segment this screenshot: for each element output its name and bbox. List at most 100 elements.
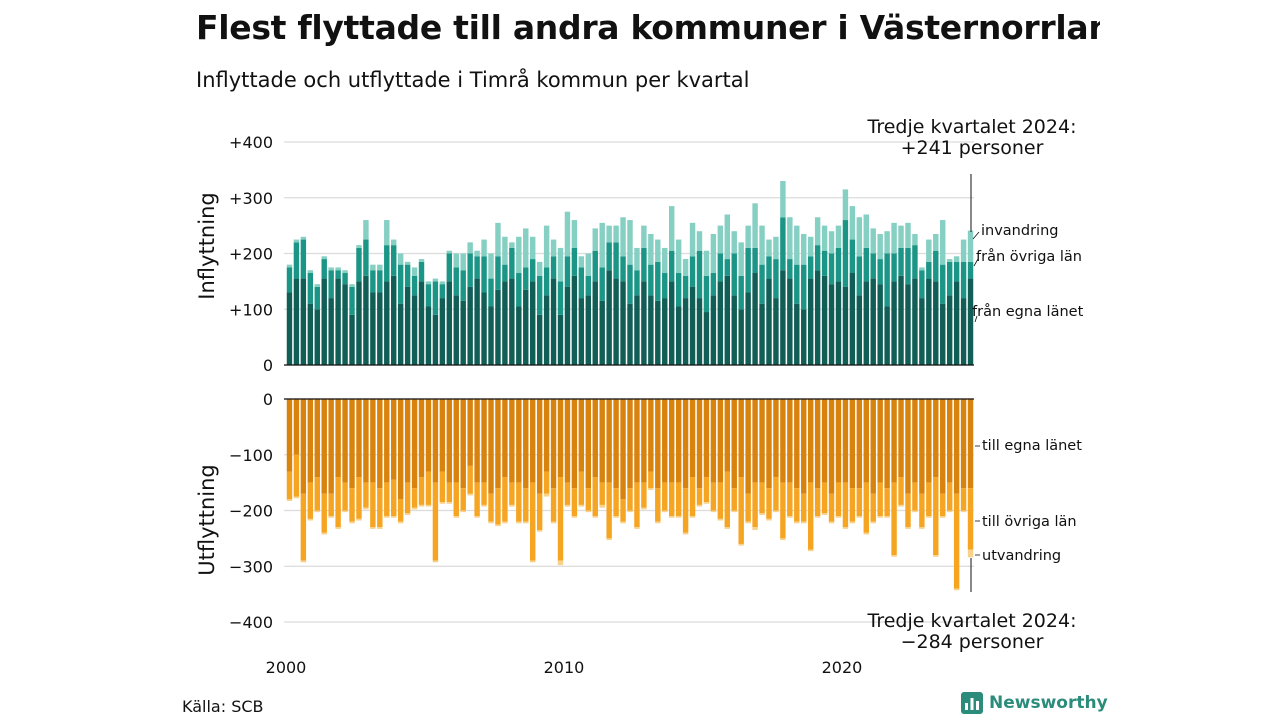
bar-inflytt-segment	[620, 217, 626, 257]
bar-utflytt-segment	[606, 482, 612, 539]
bar-inflytt-segment	[557, 314, 564, 365]
bar-inflytt-segment	[467, 253, 473, 287]
bar-utflytt-segment	[634, 482, 640, 528]
bar-inflytt-segment	[849, 239, 856, 274]
label-leader	[973, 258, 979, 267]
bar-utflytt-segment	[384, 482, 390, 517]
bar-inflytt-segment	[773, 298, 779, 365]
bar-utflytt-segment	[696, 504, 703, 507]
bar-inflytt-segment	[502, 236, 508, 265]
bar-inflytt-segment	[675, 306, 682, 365]
chart-subtitle: Inflyttade och utflyttade i Timrå kommun…	[196, 68, 750, 92]
bar-utflytt-segment	[467, 399, 473, 466]
bar-utflytt-segment	[807, 399, 814, 483]
bar-utflytt-segment	[919, 527, 925, 529]
bar-utflytt-segment	[891, 482, 897, 556]
bar-inflytt-segment	[384, 281, 390, 366]
bar-utflytt-segment	[377, 527, 383, 529]
bar-utflytt-segment	[356, 399, 362, 478]
bar-inflytt-segment	[898, 275, 904, 365]
bar-inflytt-segment	[821, 250, 828, 276]
bar-inflytt-segment	[648, 264, 654, 296]
bar-inflytt-segment	[870, 228, 876, 254]
bar-utflytt-segment	[703, 502, 710, 504]
bar-inflytt-segment	[599, 222, 605, 268]
bar-inflytt-segment	[905, 247, 911, 285]
bar-utflytt-segment	[752, 399, 758, 483]
bar-utflytt-segment	[557, 477, 564, 561]
bar-inflytt-segment	[404, 286, 411, 365]
bar-utflytt-segment	[404, 482, 411, 514]
bar-utflytt-segment	[655, 399, 661, 489]
bar-utflytt-segment	[620, 399, 626, 500]
bar-utflytt-segment	[884, 488, 890, 517]
bar-inflytt-segment	[884, 253, 890, 307]
bar-utflytt-segment	[807, 549, 814, 552]
bar-inflytt-segment	[780, 181, 786, 218]
x-tick-label: 2010	[544, 658, 585, 677]
bar-utflytt-segment	[877, 516, 883, 518]
bar-inflytt-segment	[828, 284, 835, 365]
bar-inflytt-segment	[460, 253, 466, 271]
bar-utflytt-segment	[349, 488, 355, 522]
bar-utflytt-segment	[530, 399, 536, 483]
bar-inflytt-segment	[801, 233, 807, 265]
bar-utflytt-segment	[710, 482, 717, 511]
bar-inflytt-segment	[307, 270, 314, 274]
bar-inflytt-segment	[286, 292, 293, 365]
bar-utflytt-segment	[585, 510, 592, 513]
bar-utflytt-segment	[940, 493, 946, 517]
bar-utflytt-segment	[599, 482, 605, 505]
bar-inflytt-segment	[404, 261, 411, 265]
bar-utflytt-segment	[384, 399, 390, 483]
brand-logo[interactable]: Newsworthy	[961, 692, 1108, 714]
bar-inflytt-segment	[356, 247, 362, 282]
bar-inflytt-segment	[814, 245, 821, 271]
bar-inflytt-segment	[599, 267, 605, 301]
bar-utflytt-segment	[919, 399, 925, 494]
bar-utflytt-segment	[884, 399, 890, 489]
bar-utflytt-segment	[363, 482, 369, 508]
bar-inflytt-segment	[766, 256, 772, 279]
bar-utflytt-segment	[668, 399, 675, 483]
bar-utflytt-segment	[460, 399, 466, 489]
bar-inflytt-segment	[377, 292, 383, 365]
bar-inflytt-segment	[530, 236, 536, 260]
bar-inflytt-segment	[960, 239, 967, 262]
bar-inflytt-segment	[738, 275, 744, 310]
bar-utflytt-segment	[870, 493, 876, 522]
bar-utflytt-segment	[946, 482, 953, 511]
bar-utflytt-segment	[293, 399, 300, 455]
y-tick-label: +300	[229, 189, 273, 208]
bar-inflytt-segment	[849, 273, 856, 365]
bar-inflytt-segment	[752, 273, 758, 365]
bar-inflytt-segment	[627, 303, 633, 366]
bar-utflytt-segment	[877, 482, 883, 517]
bar-utflytt-segment	[842, 482, 849, 528]
bar-inflytt-segment	[516, 236, 522, 274]
x-tick-label: 2000	[266, 658, 307, 677]
y-tick-label: +100	[229, 300, 273, 319]
bar-utflytt-segment	[592, 516, 598, 518]
bar-utflytt-segment	[356, 518, 362, 521]
bar-inflytt-segment	[321, 259, 327, 279]
bar-utflytt-segment	[481, 399, 487, 483]
bar-inflytt-segment	[307, 303, 314, 366]
bar-utflytt-segment	[703, 477, 710, 503]
bar-inflytt-segment	[578, 267, 585, 299]
bar-utflytt-segment	[828, 493, 835, 522]
bar-utflytt-segment	[523, 521, 529, 524]
bar-inflytt-segment	[696, 231, 703, 251]
bar-utflytt-segment	[300, 399, 307, 494]
bar-utflytt-segment	[662, 510, 668, 513]
bar-inflytt-segment	[891, 281, 897, 366]
annotation-bottom-line2: −284 personer	[901, 631, 1044, 653]
bar-utflytt-segment	[689, 477, 696, 517]
bar-utflytt-segment	[300, 493, 307, 561]
bar-utflytt-segment	[460, 488, 466, 511]
bar-utflytt-segment	[439, 399, 446, 472]
bar-inflytt-segment	[794, 264, 800, 304]
bar-utflytt-segment	[884, 516, 890, 518]
bar-utflytt-segment	[564, 504, 571, 507]
